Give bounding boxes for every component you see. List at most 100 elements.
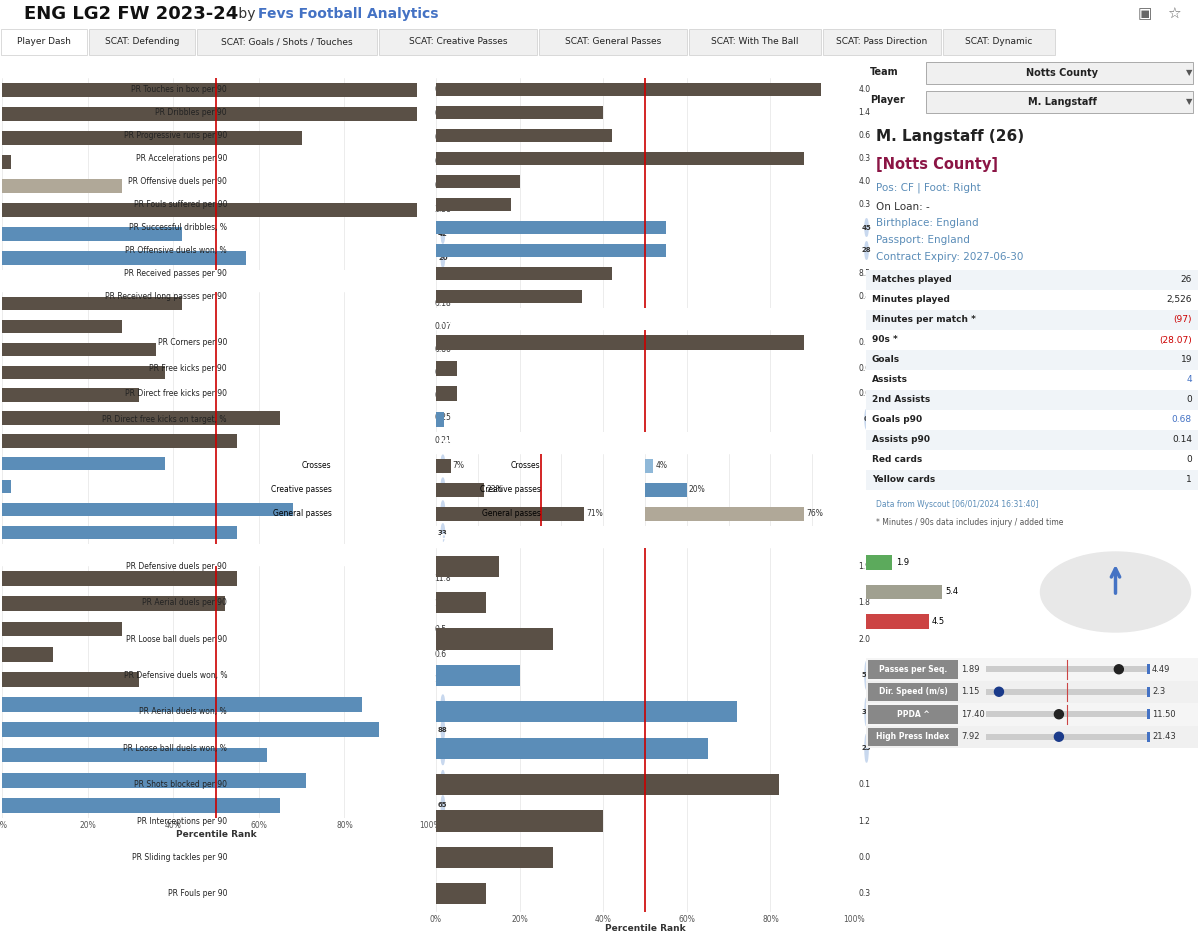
Text: PR Fouls suffered per 90: PR Fouls suffered per 90 xyxy=(133,200,227,209)
Text: 71: 71 xyxy=(438,777,448,783)
Bar xyxy=(2,503,293,516)
Bar xyxy=(436,508,584,521)
Bar xyxy=(436,106,604,120)
Circle shape xyxy=(865,219,868,236)
Text: Goals: Goals xyxy=(872,355,900,365)
Bar xyxy=(436,665,520,686)
Circle shape xyxy=(442,524,444,542)
Bar xyxy=(866,450,1198,470)
Bar xyxy=(436,267,612,280)
Text: 80%: 80% xyxy=(336,821,353,830)
Text: 50: 50 xyxy=(438,507,448,512)
Text: 10.9: 10.9 xyxy=(434,599,451,609)
Text: 33: 33 xyxy=(438,529,448,536)
Text: Percentile Rank: Percentile Rank xyxy=(175,830,257,839)
Text: PR Interceptions per 90: PR Interceptions per 90 xyxy=(137,817,227,825)
Bar xyxy=(689,29,821,55)
Text: PR General Passing: PR General Passing xyxy=(6,552,120,562)
Text: 5.4: 5.4 xyxy=(946,588,959,596)
Circle shape xyxy=(1055,732,1063,741)
Bar xyxy=(646,460,653,473)
Bar xyxy=(2,647,53,661)
Bar xyxy=(943,29,1055,55)
Text: 62: 62 xyxy=(438,752,448,758)
Text: 90s *: 90s * xyxy=(872,335,898,345)
Text: 2.0: 2.0 xyxy=(858,635,870,643)
Bar xyxy=(866,330,1198,350)
Bar xyxy=(866,430,1198,450)
Bar xyxy=(539,29,686,55)
Bar xyxy=(2,571,238,586)
Bar xyxy=(2,203,418,217)
Text: 1.4: 1.4 xyxy=(858,108,870,117)
Circle shape xyxy=(442,745,444,765)
Circle shape xyxy=(442,771,444,789)
Bar xyxy=(986,734,1148,739)
Bar xyxy=(866,703,1198,725)
Text: 0.72: 0.72 xyxy=(434,109,451,119)
Bar xyxy=(866,370,1198,390)
Text: 11.50: 11.50 xyxy=(1152,709,1176,719)
Bar xyxy=(986,711,1148,717)
Text: 0.68: 0.68 xyxy=(434,86,451,94)
Text: 0.0: 0.0 xyxy=(858,364,870,373)
Bar xyxy=(2,672,139,687)
Circle shape xyxy=(865,698,868,725)
Text: PR Aerial duels per 90: PR Aerial duels per 90 xyxy=(142,598,227,607)
Bar xyxy=(436,884,486,904)
Text: 0.3: 0.3 xyxy=(858,200,870,209)
Bar xyxy=(436,220,666,235)
Text: 40%: 40% xyxy=(164,821,181,830)
Bar xyxy=(436,460,451,473)
Text: PR Fouls per 90: PR Fouls per 90 xyxy=(168,889,227,899)
Text: 76%: 76% xyxy=(806,510,823,518)
Text: 1.2: 1.2 xyxy=(858,817,870,825)
Text: 21: 21 xyxy=(438,461,448,467)
Text: 71%: 71% xyxy=(587,510,604,518)
Text: PR Aerial duels won, %: PR Aerial duels won, % xyxy=(139,707,227,716)
Bar xyxy=(986,689,1148,695)
Text: 4%: 4% xyxy=(655,462,667,470)
Text: 0.1: 0.1 xyxy=(858,780,870,789)
Text: PR Received long passes per 90: PR Received long passes per 90 xyxy=(106,292,227,301)
Text: ENG LG2 FW 2023-24: ENG LG2 FW 2023-24 xyxy=(24,5,239,23)
Text: Contract Expiry: 2027-06-30: Contract Expiry: 2027-06-30 xyxy=(876,252,1024,262)
Text: PR Defensive duels per 90: PR Defensive duels per 90 xyxy=(126,561,227,571)
Text: 100%: 100% xyxy=(844,916,865,924)
Text: PPDA ^: PPDA ^ xyxy=(896,709,929,719)
Text: Matches played: Matches played xyxy=(872,275,952,284)
Bar xyxy=(868,727,958,746)
Text: ▣: ▣ xyxy=(1138,7,1152,22)
Bar xyxy=(866,556,893,570)
Bar xyxy=(823,29,941,55)
Text: Passing Direction: Passing Direction xyxy=(1034,534,1138,544)
Text: Passing Breakdown: Passing Breakdown xyxy=(647,440,762,450)
Text: 0: 0 xyxy=(864,416,869,422)
Circle shape xyxy=(865,661,868,690)
Text: 84: 84 xyxy=(438,702,448,707)
Text: 4: 4 xyxy=(1187,376,1192,384)
Text: 2nd Assists: 2nd Assists xyxy=(872,396,930,404)
Text: PR Direct free kicks on target, %: PR Direct free kicks on target, % xyxy=(102,414,227,424)
Text: PR Free kicks per 90: PR Free kicks per 90 xyxy=(149,364,227,373)
Bar xyxy=(436,335,804,350)
Text: 0: 0 xyxy=(1187,396,1192,404)
Text: 0.18: 0.18 xyxy=(434,299,451,308)
Circle shape xyxy=(442,225,444,243)
Text: 0.6: 0.6 xyxy=(434,650,446,658)
Text: PD Avg.: PD Avg. xyxy=(868,534,913,544)
Bar xyxy=(2,596,224,611)
Bar xyxy=(866,390,1198,410)
Text: 0.14: 0.14 xyxy=(434,134,451,142)
Bar xyxy=(89,29,194,55)
Bar xyxy=(436,810,604,832)
Bar xyxy=(436,83,821,96)
Text: SCAT: Creative Passes: SCAT: Creative Passes xyxy=(409,38,508,46)
Text: PR Shots blocked per 90: PR Shots blocked per 90 xyxy=(134,780,227,789)
Text: 0.04: 0.04 xyxy=(434,182,451,190)
Text: 20%: 20% xyxy=(79,821,96,830)
Text: 11.8: 11.8 xyxy=(434,574,451,583)
Bar xyxy=(436,386,457,401)
Text: PR Winning The Ball: PR Winning The Ball xyxy=(440,534,559,544)
Text: 7%: 7% xyxy=(452,462,464,470)
